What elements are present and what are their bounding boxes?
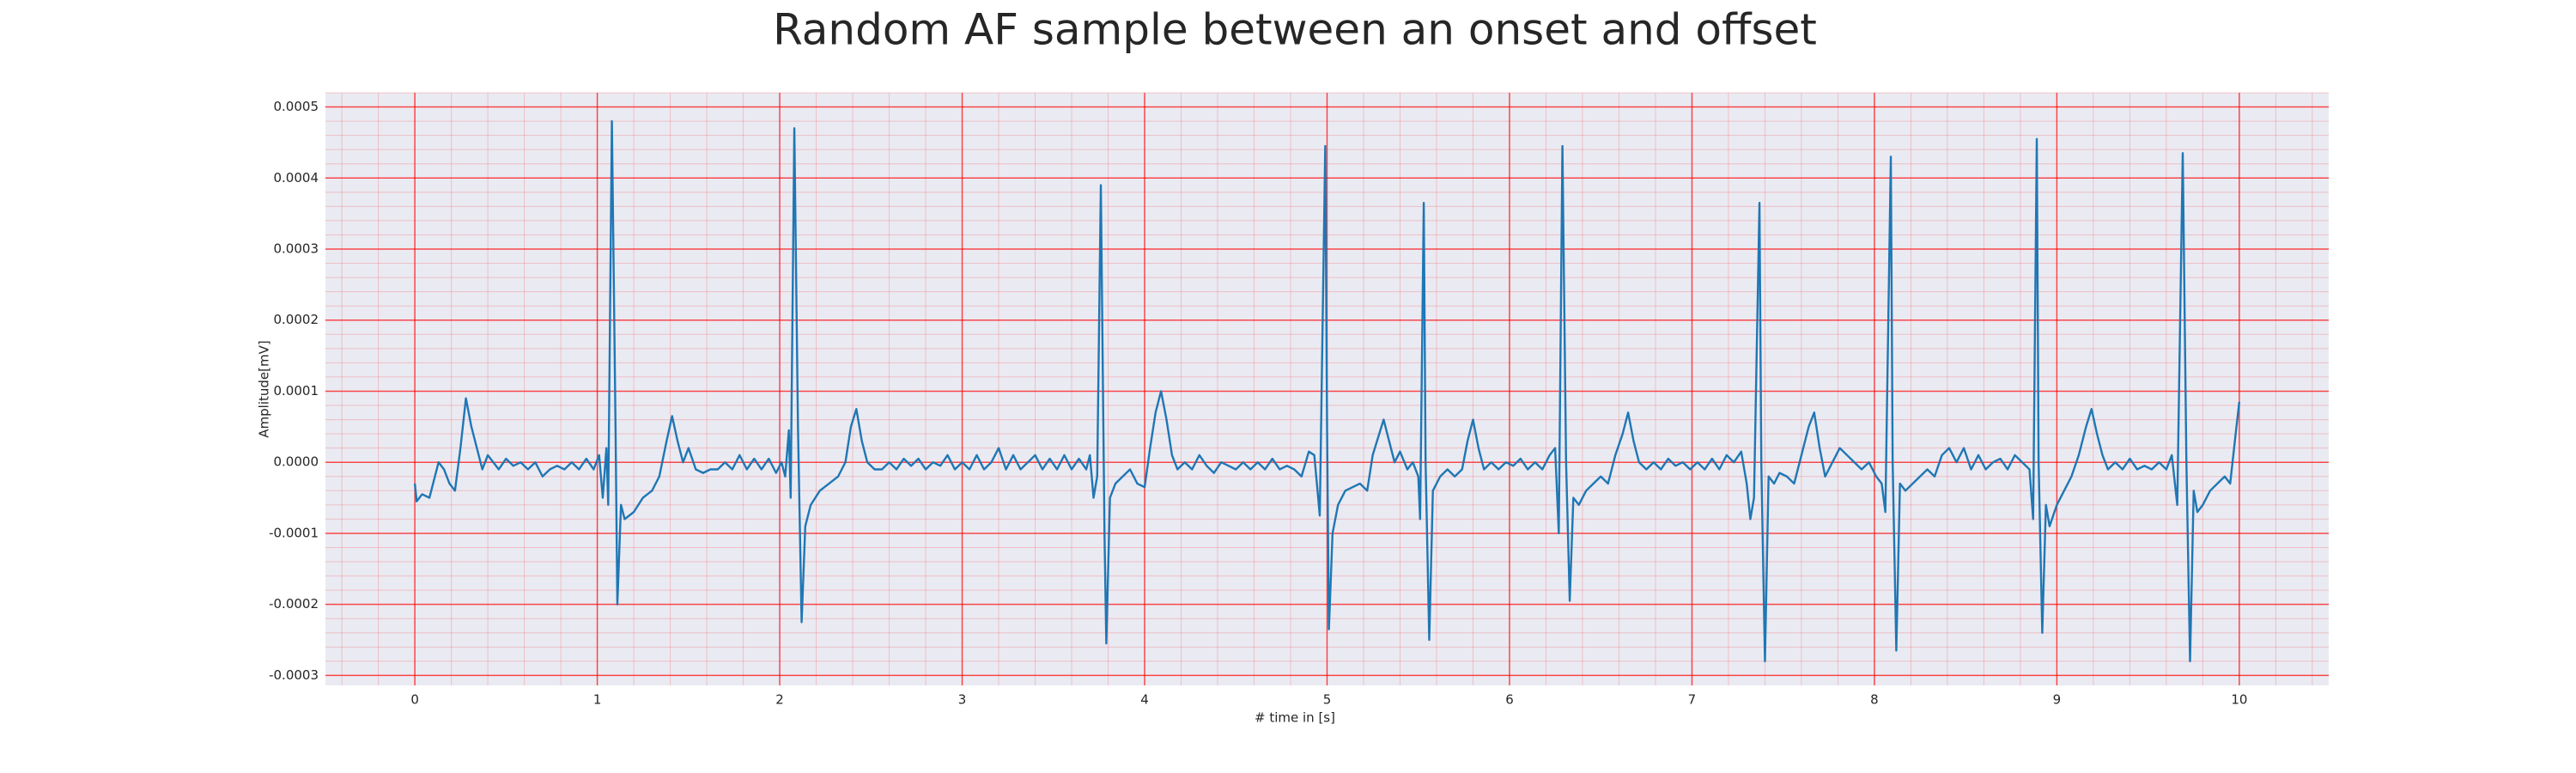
x-tick-label: 8 (1870, 692, 1879, 708)
ecg-line (413, 119, 2241, 663)
x-tick-label: 2 (775, 692, 784, 708)
y-tick-label: 0.0003 (274, 241, 319, 257)
y-tick-label: 0.0002 (274, 312, 319, 327)
y-axis-label: Amplitude[mV] (257, 340, 272, 437)
y-tick-label: 0.0001 (274, 383, 319, 399)
x-tick-label: 6 (1505, 692, 1514, 708)
x-tick-label: 0 (410, 692, 419, 708)
y-tick-label: 0.0004 (274, 170, 319, 186)
x-tick-label: 10 (2231, 692, 2247, 708)
y-tick-label: -0.0001 (269, 525, 319, 540)
y-tick-label: 0.0000 (274, 454, 319, 470)
x-tick-label: 3 (958, 692, 967, 708)
y-tick-label: 0.0005 (274, 99, 319, 114)
x-tick-label: 9 (2053, 692, 2062, 708)
x-tick-label: 7 (1688, 692, 1697, 708)
x-tick-label: 1 (593, 692, 602, 708)
x-axis-label: # time in [s] (1255, 710, 1335, 726)
x-tick-label: 5 (1323, 692, 1332, 708)
y-tick-label: -0.0003 (269, 667, 319, 683)
x-tick-label: 4 (1140, 692, 1149, 708)
chart-title: Random AF sample between an onset and of… (773, 5, 1817, 55)
y-tick-label: -0.0002 (269, 596, 319, 612)
